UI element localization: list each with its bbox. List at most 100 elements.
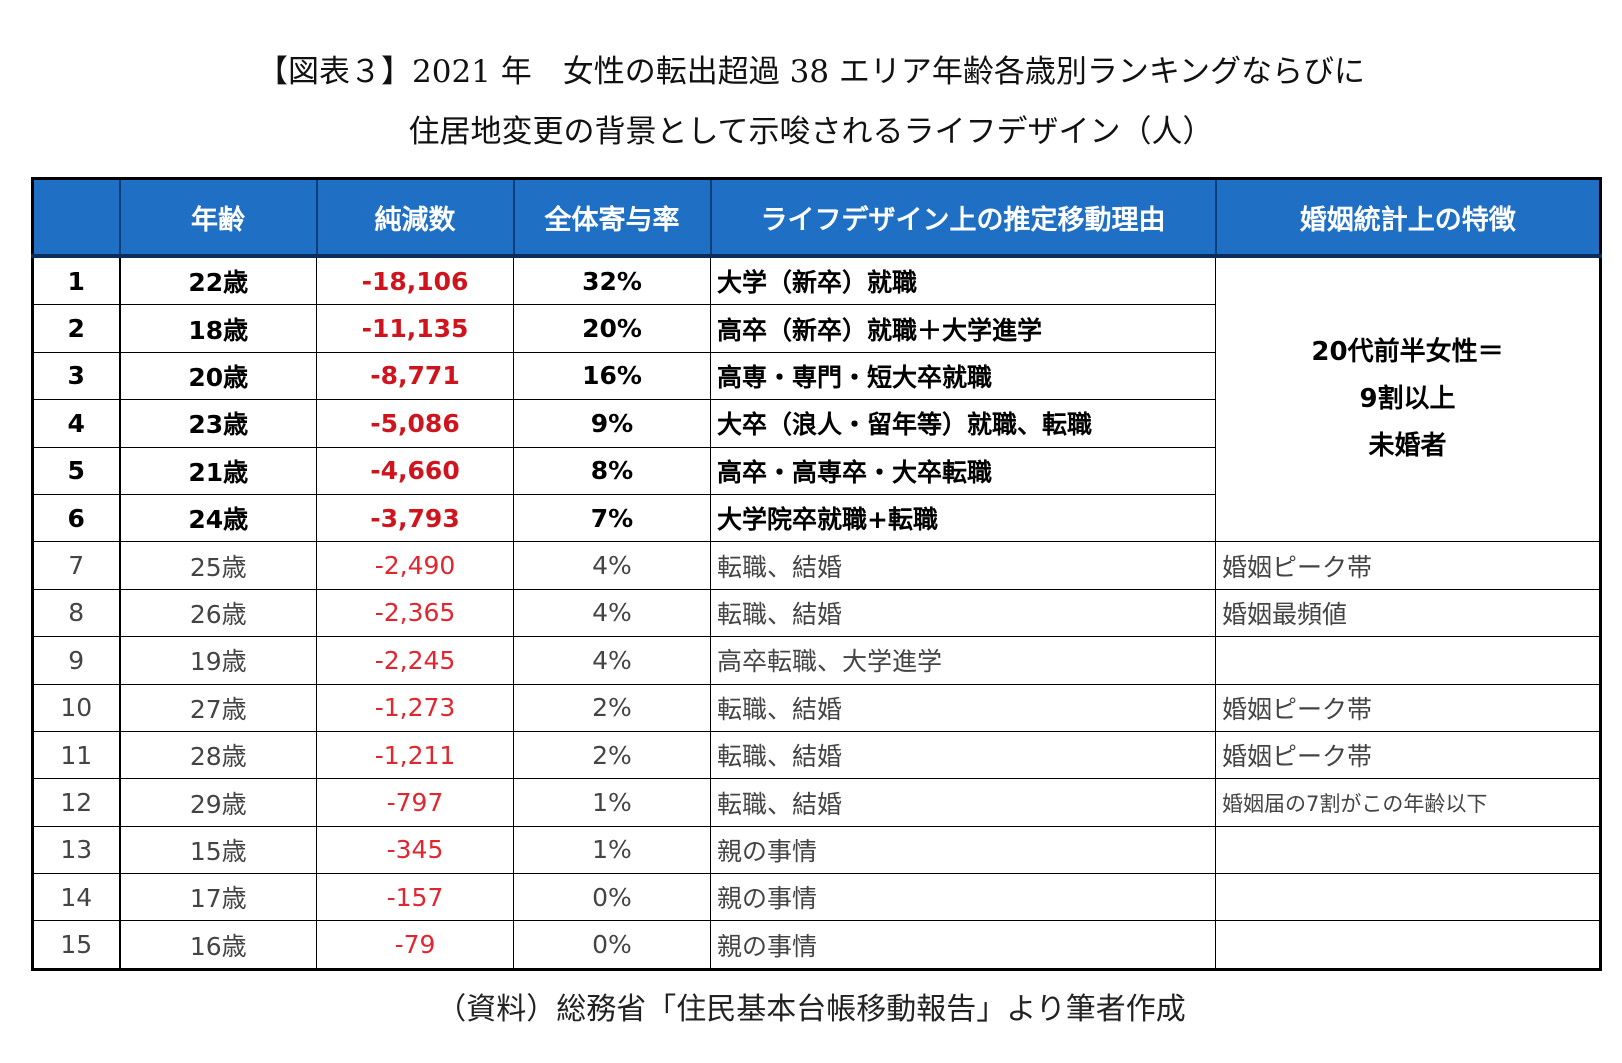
net-cell: -2,245 [316, 636, 514, 685]
feature-cell [1215, 825, 1601, 875]
age-cell: 28歳 [118, 730, 317, 780]
age-cell: 19歳 [118, 636, 317, 685]
table-row: 1 22歳 -18,106 32% 大学（新卒）就職 20代前半女性＝ 9割以上… [32, 255, 1601, 543]
age-cell: 27歳 [118, 683, 317, 732]
rank-cell: 7 [32, 541, 120, 590]
age-cell: 15歳 [118, 825, 317, 875]
reason-cell: 親の事情 [710, 873, 1216, 922]
age-cell: 17歳 [118, 873, 317, 922]
table-row: 14 17歳 -157 0% 親の事情 [32, 873, 1601, 922]
merged-note-line1: 20代前半女性＝ [1311, 337, 1504, 368]
table-row: 9 19歳 -2,245 4% 高卒転職、大学進学 [32, 636, 1601, 685]
feature-cell [1215, 873, 1601, 922]
age-cell: 23歳 [118, 399, 317, 448]
reason-cell: 大卒（浪人・留年等）就職、転職 [710, 399, 1216, 448]
net-cell: -11,135 [316, 304, 514, 353]
rank-cell: 11 [32, 730, 120, 780]
table-row: 3 20歳 -8,771 16% 高専・専門・短大卒就職 [32, 351, 1601, 401]
figure-title-line2: 住居地変更の背景として示唆されるライフデザイン（人） [408, 114, 1214, 150]
reason-cell: 高卒・高専卒・大卒転職 [710, 446, 1216, 495]
feature-cell: 婚姻ピーク帯 [1215, 541, 1601, 590]
share-cell: 1% [513, 825, 711, 875]
net-cell: -345 [316, 825, 514, 875]
reason-cell: 親の事情 [710, 920, 1216, 970]
table-row: 12 29歳 -797 1% 転職、結婚 婚姻届の7割がこの年齢以下 [32, 778, 1601, 827]
rank-cell: 4 [32, 399, 120, 448]
share-cell: 4% [513, 588, 711, 638]
rank-cell: 10 [32, 683, 120, 732]
share-cell: 32% [513, 255, 711, 306]
reason-cell: 転職、結婚 [710, 541, 1216, 590]
rank-cell: 3 [32, 351, 120, 401]
header-contribution-rate: 全体寄与率 [512, 178, 712, 258]
merged-note-cell: 20代前半女性＝ 9割以上 未婚者 [1215, 255, 1601, 543]
header-rank [31, 178, 121, 258]
table-row: 2 18歳 -11,135 20% 高卒（新卒）就職＋大学進学 [32, 304, 1601, 353]
net-cell: -8,771 [316, 351, 514, 401]
rank-cell: 1 [32, 255, 120, 306]
table-row: 13 15歳 -345 1% 親の事情 [32, 825, 1601, 875]
net-cell: -3,793 [316, 493, 514, 543]
share-cell: 4% [513, 636, 711, 685]
share-cell: 2% [513, 730, 711, 780]
table-header-row: 年齢 純減数 全体寄与率 ライフデザイン上の推定移動理由 婚姻統計上の特徴 [31, 178, 1602, 258]
header-move-reason: ライフデザイン上の推定移動理由 [709, 178, 1217, 258]
reason-cell: 大学（新卒）就職 [710, 255, 1216, 306]
feature-cell: 婚姻ピーク帯 [1215, 730, 1601, 780]
net-cell: -5,086 [316, 399, 514, 448]
feature-cell [1215, 920, 1601, 970]
header-marriage-feature: 婚姻統計上の特徴 [1214, 178, 1602, 258]
net-cell: -2,490 [316, 541, 514, 590]
share-cell: 0% [513, 920, 711, 970]
age-cell: 26歳 [118, 588, 317, 638]
rank-cell: 9 [32, 636, 120, 685]
rank-cell: 2 [32, 304, 120, 353]
reason-cell: 大学院卒就職+転職 [710, 493, 1216, 543]
feature-cell [1215, 636, 1601, 685]
age-cell: 22歳 [118, 255, 317, 306]
reason-cell: 転職、結婚 [710, 683, 1216, 732]
share-cell: 7% [513, 493, 711, 543]
rank-cell: 6 [32, 493, 120, 543]
reason-cell: 親の事情 [710, 825, 1216, 875]
reason-cell: 転職、結婚 [710, 588, 1216, 638]
net-cell: -1,273 [316, 683, 514, 732]
net-cell: -2,365 [316, 588, 514, 638]
rank-cell: 14 [32, 873, 120, 922]
reason-cell: 高卒（新卒）就職＋大学進学 [710, 304, 1216, 353]
age-cell: 24歳 [118, 493, 317, 543]
age-cell: 21歳 [118, 446, 317, 495]
header-net-decrease: 純減数 [315, 178, 515, 258]
table-row: 5 21歳 -4,660 8% 高卒・高専卒・大卒転職 [32, 446, 1601, 495]
rank-cell: 5 [32, 446, 120, 495]
table-row: 4 23歳 -5,086 9% 大卒（浪人・留年等）就職、転職 [32, 399, 1601, 448]
share-cell: 9% [513, 399, 711, 448]
figure-title-line1: 【図表３】2021 年 女性の転出超過 38 エリア年齢各歳別ランキングならびに [257, 54, 1365, 90]
age-cell: 18歳 [118, 304, 317, 353]
feature-cell: 婚姻最頻値 [1215, 588, 1601, 638]
header-age: 年齢 [118, 178, 318, 258]
share-cell: 1% [513, 778, 711, 827]
table-row: 8 26歳 -2,365 4% 転職、結婚 婚姻最頻値 [32, 588, 1601, 638]
rank-cell: 8 [32, 588, 120, 638]
net-cell: -797 [316, 778, 514, 827]
age-cell: 29歳 [118, 778, 317, 827]
reason-cell: 転職、結婚 [710, 778, 1216, 827]
net-cell: -157 [316, 873, 514, 922]
share-cell: 16% [513, 351, 711, 401]
table-row: 11 28歳 -1,211 2% 転職、結婚 婚姻ピーク帯 [32, 730, 1601, 780]
table-row: 15 16歳 -79 0% 親の事情 [32, 920, 1601, 970]
reason-cell: 高卒転職、大学進学 [710, 636, 1216, 685]
ranking-table: 年齢 純減数 全体寄与率 ライフデザイン上の推定移動理由 婚姻統計上の特徴 1 … [31, 177, 1602, 971]
reason-cell: 転職、結婚 [710, 730, 1216, 780]
age-cell: 25歳 [118, 541, 317, 590]
rank-cell: 15 [32, 920, 120, 970]
rank-cell: 13 [32, 825, 120, 875]
feature-cell: 婚姻届の7割がこの年齢以下 [1215, 778, 1601, 827]
share-cell: 8% [513, 446, 711, 495]
share-cell: 0% [513, 873, 711, 922]
source-note: （資料）総務省「住民基本台帳移動報告」より筆者作成 [436, 992, 1186, 1027]
rank-cell: 12 [32, 778, 120, 827]
merged-note-line2: 9割以上 [1359, 384, 1456, 415]
net-cell: -1,211 [316, 730, 514, 780]
